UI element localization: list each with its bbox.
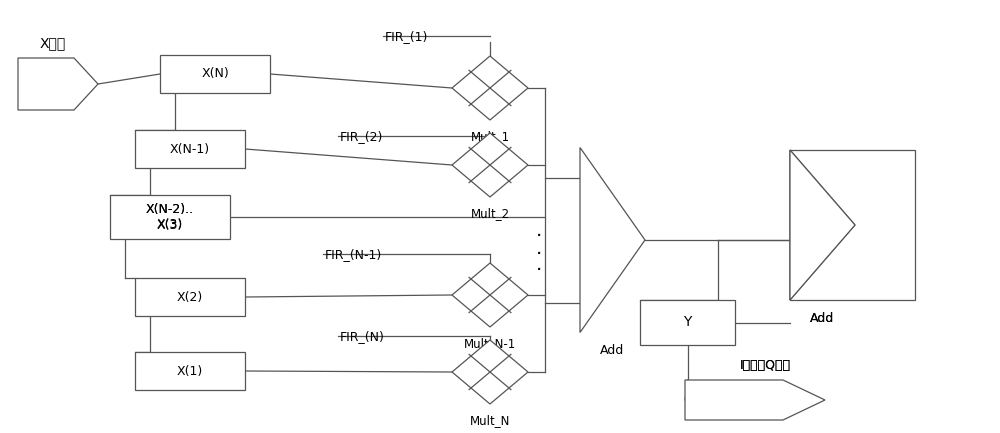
Text: I信号或Q信号: I信号或Q信号 [740, 359, 790, 372]
Polygon shape [18, 58, 98, 110]
Bar [135, 278, 245, 316]
Text: X(2): X(2) [177, 291, 203, 304]
Text: .: . [536, 239, 542, 258]
Bar [160, 55, 270, 93]
Text: FIR_(N-1): FIR_(N-1) [325, 248, 382, 261]
Text: Mult_2: Mult_2 [470, 207, 510, 220]
Bar [790, 150, 915, 300]
Text: Mult_N: Mult_N [470, 414, 510, 427]
Text: X输入: X输入 [40, 36, 66, 50]
Bar [135, 352, 245, 390]
Text: X(N-2)..: X(N-2).. [146, 203, 194, 216]
Text: X(N-1): X(N-1) [170, 142, 210, 155]
Text: FIR_(1): FIR_(1) [385, 30, 428, 43]
Text: X(1): X(1) [177, 365, 203, 378]
Polygon shape [685, 380, 825, 420]
Text: .: . [536, 255, 542, 275]
Bar [640, 300, 735, 345]
Bar [135, 130, 245, 168]
Polygon shape [452, 340, 528, 404]
Text: I信号或Q信号: I信号或Q信号 [740, 359, 790, 372]
Text: .: . [536, 220, 542, 239]
Text: Add: Add [600, 345, 625, 358]
Polygon shape [452, 133, 528, 197]
Text: X(3): X(3) [157, 219, 183, 232]
Text: X(N): X(N) [201, 68, 229, 81]
Polygon shape [790, 150, 855, 300]
Text: Mult_1: Mult_1 [470, 130, 510, 143]
Polygon shape [790, 150, 855, 300]
Text: X(N-2)..
X(3): X(N-2).. X(3) [146, 203, 194, 231]
Text: Y: Y [683, 316, 692, 330]
Text: Add: Add [810, 312, 835, 325]
Polygon shape [452, 263, 528, 327]
Bar [110, 195, 230, 239]
Polygon shape [452, 56, 528, 120]
Text: FIR_(2): FIR_(2) [340, 130, 383, 143]
Polygon shape [580, 148, 645, 333]
Text: Mult_N-1: Mult_N-1 [464, 337, 516, 350]
Text: FIR_(N): FIR_(N) [340, 330, 385, 343]
Text: Add: Add [810, 312, 835, 325]
